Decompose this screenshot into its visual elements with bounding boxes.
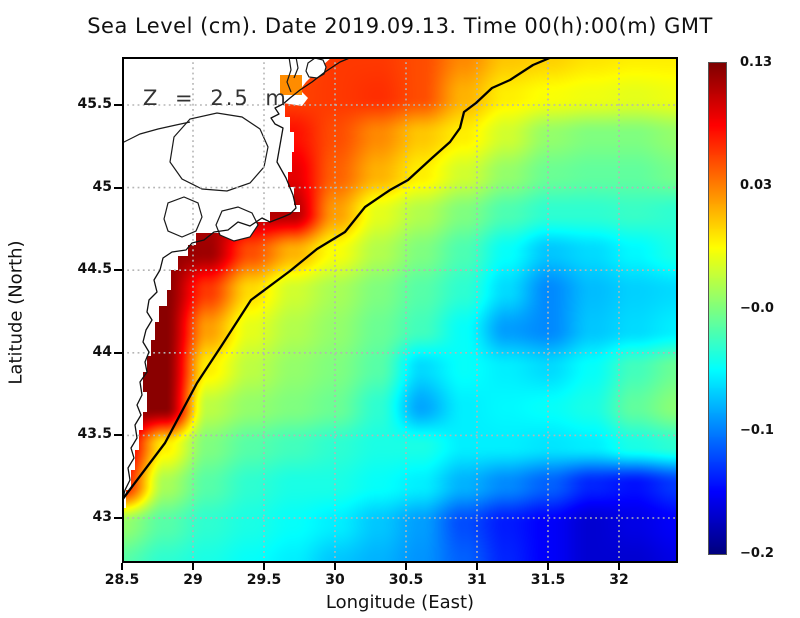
colorbar-tick-label: 0.03 bbox=[740, 177, 773, 193]
y-axis-title: Latitude (North) bbox=[5, 240, 27, 385]
colorbar-tick-label: 0.13 bbox=[740, 55, 773, 70]
plot-frame bbox=[122, 57, 678, 563]
lake-outline bbox=[163, 196, 203, 238]
y-tick-mark bbox=[114, 186, 122, 189]
river-line bbox=[122, 121, 191, 144]
y-tick-label: 44.5 bbox=[77, 261, 112, 278]
coastline bbox=[122, 57, 353, 503]
y-tick-label: 45.5 bbox=[77, 96, 112, 112]
x-tick-mark bbox=[263, 563, 265, 570]
x-tick-label: 31.5 bbox=[530, 572, 566, 588]
x-tick-label: 32 bbox=[609, 572, 629, 588]
x-tick-label: 29 bbox=[183, 572, 203, 588]
x-tick-mark bbox=[192, 563, 194, 570]
lagoon-outline bbox=[169, 112, 269, 192]
colorbar-tick-label: −0.0 bbox=[740, 300, 774, 316]
y-tick-label: 43 bbox=[92, 509, 112, 525]
map-overlay bbox=[122, 57, 678, 563]
lake-outline bbox=[215, 206, 259, 242]
y-tick-mark bbox=[114, 104, 122, 106]
zero-contour-line bbox=[122, 57, 554, 502]
y-tick-mark bbox=[114, 351, 122, 354]
x-tick-label: 30 bbox=[325, 572, 345, 588]
x-tick-mark bbox=[476, 563, 478, 570]
delta-island-outline bbox=[305, 57, 327, 79]
y-tick-label: 43.5 bbox=[77, 426, 112, 443]
x-tick-label: 31 bbox=[467, 572, 487, 588]
delta-spit-line bbox=[293, 57, 299, 79]
x-tick-mark bbox=[547, 563, 549, 570]
x-tick-label: 30.5 bbox=[388, 572, 424, 588]
chart-title: Sea Level (cm). Date 2019.09.13. Time 00… bbox=[87, 14, 713, 38]
y-tick-label: 44 bbox=[92, 343, 112, 360]
colorbar-tick-label: −0.1 bbox=[740, 423, 774, 439]
x-tick-mark bbox=[334, 563, 336, 570]
y-tick-mark bbox=[114, 517, 122, 519]
x-axis-title: Longitude (East) bbox=[325, 592, 475, 613]
y-tick-mark bbox=[114, 269, 122, 272]
x-tick-label: 29.5 bbox=[246, 572, 282, 588]
depth-annotation: Z = 2.5 m bbox=[143, 86, 288, 110]
x-tick-mark bbox=[618, 563, 620, 570]
y-tick-mark bbox=[114, 434, 122, 437]
x-tick-mark bbox=[121, 563, 123, 570]
map-plot-area bbox=[122, 57, 678, 563]
x-tick-label: 28.5 bbox=[104, 572, 140, 588]
colorbar bbox=[708, 62, 727, 555]
colorbar-tick-label: −0.2 bbox=[740, 546, 774, 561]
delta-spit-line bbox=[286, 57, 292, 93]
x-tick-mark bbox=[405, 563, 407, 570]
y-tick-label: 45 bbox=[92, 178, 112, 195]
isolated-data-cell bbox=[280, 75, 302, 95]
